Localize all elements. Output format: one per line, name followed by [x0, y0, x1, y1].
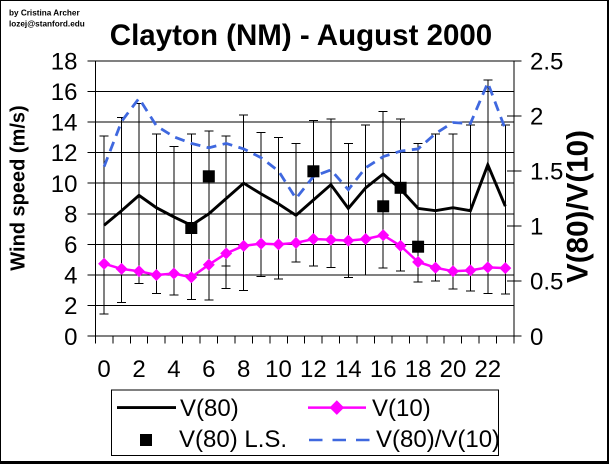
svg-text:1.5: 1.5 [530, 159, 563, 186]
svg-text:16: 16 [51, 79, 78, 106]
svg-text:6: 6 [64, 232, 77, 259]
svg-text:2: 2 [64, 293, 77, 320]
svg-text:0.5: 0.5 [530, 269, 563, 296]
svg-text:8: 8 [237, 356, 250, 383]
svg-text:V(10): V(10) [372, 395, 431, 422]
svg-text:Wind speed (m/s): Wind speed (m/s) [8, 105, 30, 270]
svg-text:2: 2 [530, 104, 543, 131]
svg-text:14: 14 [51, 110, 78, 137]
svg-text:0: 0 [530, 324, 543, 351]
svg-text:V(80)/V(10): V(80)/V(10) [376, 426, 500, 453]
svg-text:18: 18 [51, 48, 78, 75]
svg-text:4: 4 [64, 263, 77, 290]
svg-text:16: 16 [370, 356, 397, 383]
svg-text:4: 4 [167, 356, 180, 383]
svg-text:Clayton (NM) - August 2000: Clayton (NM) - August 2000 [110, 19, 492, 52]
svg-text:14: 14 [335, 356, 362, 383]
svg-text:V(80)/V(10): V(80)/V(10) [562, 130, 595, 283]
svg-text:V(80): V(80) [180, 395, 239, 422]
svg-text:12: 12 [300, 356, 327, 383]
svg-text:2: 2 [132, 356, 145, 383]
svg-text:18: 18 [405, 356, 432, 383]
svg-text:22: 22 [474, 356, 501, 383]
svg-text:12: 12 [51, 140, 78, 167]
svg-text:10: 10 [51, 171, 78, 198]
svg-text:8: 8 [64, 201, 77, 228]
svg-text:2.5: 2.5 [530, 48, 563, 75]
svg-text:1: 1 [530, 214, 543, 241]
svg-text:lozej@stanford.edu: lozej@stanford.edu [9, 19, 85, 28]
svg-text:by Cristina Archer: by Cristina Archer [9, 8, 80, 17]
svg-text:0: 0 [64, 324, 77, 351]
svg-text:V(80) L.S.: V(80) L.S. [179, 426, 287, 453]
svg-text:0: 0 [97, 356, 110, 383]
svg-text:6: 6 [202, 356, 215, 383]
svg-text:20: 20 [440, 356, 467, 383]
svg-text:10: 10 [265, 356, 292, 383]
